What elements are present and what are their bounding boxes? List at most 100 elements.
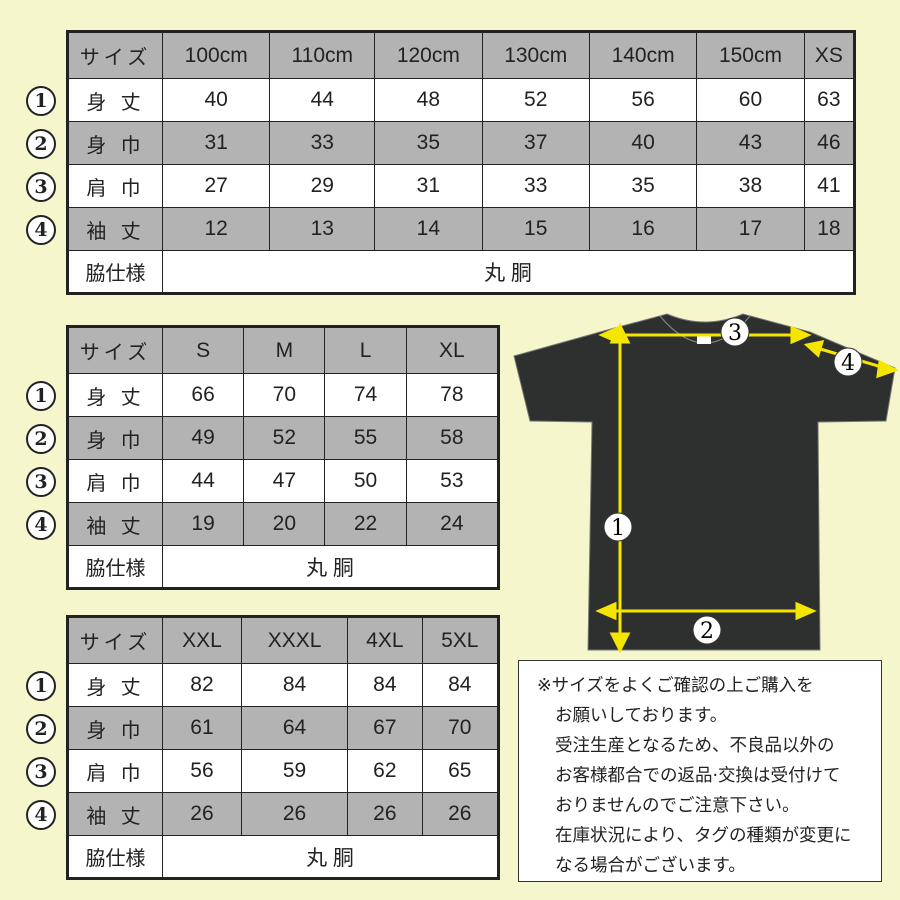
table-cell: 84	[347, 663, 423, 707]
table-cell: 24	[405, 502, 500, 546]
size-header: 140cm	[588, 31, 698, 79]
row-label: 身 巾	[67, 121, 163, 165]
row-label: 袖 丈	[67, 502, 163, 546]
notice-line: ※サイズをよくご確認の上ご購入を	[537, 676, 814, 696]
table-cell: 64	[240, 706, 349, 750]
table-cell: 70	[421, 706, 500, 750]
row-number-badge: 3	[26, 757, 56, 787]
side-row: 脇仕様丸 胴	[67, 250, 855, 294]
table-row: 肩 巾 27 29 31 33 35 38 41	[67, 164, 856, 208]
table-cell: 26	[421, 792, 500, 836]
row-label: 袖 丈	[67, 207, 163, 251]
row-number-badge: 3	[26, 172, 56, 202]
table-row: 身 丈 82 84 84 84	[67, 663, 500, 707]
table-cell: 47	[243, 459, 326, 503]
side-value: 丸 胴	[162, 250, 855, 294]
size-header: M	[243, 326, 326, 374]
table-cell: 48	[374, 78, 483, 122]
table-cell: 55	[324, 416, 407, 460]
table-cell: 50	[324, 459, 407, 503]
header-label: サイズ	[67, 31, 163, 79]
table-cell: 46	[803, 121, 856, 165]
size-header: 110cm	[269, 31, 376, 79]
size-header: 120cm	[374, 31, 483, 79]
size-header: XL	[405, 326, 500, 374]
table-cell: 20	[243, 502, 326, 546]
table-row: 身 巾 31 33 35 37 40 43 46	[67, 121, 856, 165]
table-cell: 26	[162, 792, 242, 836]
table-cell: 14	[374, 207, 483, 251]
diagram-label-3: 3	[728, 321, 742, 346]
tshirt-diagram: 1 2 3 4	[513, 313, 899, 654]
table-cell: 74	[324, 373, 407, 417]
row-label: 身 丈	[67, 373, 163, 417]
size-header: 130cm	[481, 31, 590, 79]
table-cell: 66	[161, 373, 245, 417]
notice-line: 受注生産となるため、不良品以外の	[555, 736, 835, 756]
side-row: 脇仕様丸 胴	[67, 545, 499, 589]
table-cell: 63	[803, 78, 856, 122]
size-header: XXXL	[240, 616, 349, 664]
table-cell: 52	[481, 78, 590, 122]
table-row: 袖 丈 12 13 14 15 16 17 18	[67, 207, 856, 251]
table-cell: 17	[696, 207, 805, 251]
row-number-badge: 1	[26, 381, 56, 411]
row-number-badge: 3	[26, 467, 56, 497]
table-row: 身 丈 66 70 74 78	[67, 373, 500, 417]
table-cell: 44	[161, 459, 245, 503]
row-number-badge: 4	[26, 510, 56, 540]
notice-box: ※サイズをよくご確認の上ご購入をお願いしております。受注生産となるため、不良品以…	[518, 660, 882, 882]
table-cell: 15	[481, 207, 590, 251]
size-header: XS	[803, 31, 856, 79]
row-label: 身 丈	[67, 663, 163, 707]
table-cell: 70	[243, 373, 326, 417]
table-cell: 22	[324, 502, 407, 546]
side-value: 丸 胴	[162, 545, 499, 589]
notice-line: なる場合がございます。	[555, 856, 746, 876]
table-cell: 41	[803, 164, 856, 208]
row-number-badge: 4	[26, 215, 56, 245]
notice-line: 在庫状況により、タグの種類が変更に	[555, 826, 852, 846]
notice-line: お客様都合での返品·交換は受付けて	[555, 766, 841, 786]
row-number-badge: 2	[26, 129, 56, 159]
table-cell: 43	[696, 121, 805, 165]
row-number-badge: 2	[26, 714, 56, 744]
diagram-label-1: 1	[611, 516, 625, 541]
table-cell: 61	[162, 706, 242, 750]
table-cell: 59	[240, 749, 349, 793]
row-label: 身 丈	[67, 78, 163, 122]
size-header: L	[324, 326, 407, 374]
side-label: 脇仕様	[67, 835, 163, 879]
table-row: 身 丈 40 44 48 52 56 60 63	[67, 78, 856, 122]
table-row: 袖 丈 26 26 26 26	[67, 792, 500, 836]
side-value: 丸 胴	[162, 835, 499, 879]
table-cell: 26	[240, 792, 349, 836]
table-cell: 84	[421, 663, 500, 707]
tshirt-shape	[513, 313, 896, 651]
table-cell: 56	[588, 78, 698, 122]
table-cell: 53	[405, 459, 500, 503]
header-label: サイズ	[67, 326, 163, 374]
table-cell: 40	[161, 78, 271, 122]
notice-line: お願いしております。	[555, 706, 728, 726]
table-row: 身 巾 61 64 67 70	[67, 706, 500, 750]
size-table-3: サイズ XXL XXXL 4XL 5XL 身 丈 82 84 84 84 身 巾 61 64 67 70 肩 …	[66, 615, 500, 880]
table-cell: 60	[696, 78, 805, 122]
size-header: XXL	[162, 616, 242, 664]
table-cell: 78	[405, 373, 500, 417]
table-cell: 52	[243, 416, 326, 460]
table-cell: 40	[588, 121, 698, 165]
size-header: 100cm	[161, 31, 271, 79]
table-cell: 33	[481, 164, 590, 208]
table-cell: 65	[421, 749, 500, 793]
table-cell: 19	[161, 502, 245, 546]
notice-line: おりませんのでご注意下さい。	[555, 796, 800, 816]
row-number-badge: 2	[26, 424, 56, 454]
row-number-badge: 1	[26, 671, 56, 701]
table-cell: 67	[347, 706, 423, 750]
diagram-label-4: 4	[841, 351, 855, 376]
header-row: サイズ S M L XL	[67, 326, 500, 374]
table-cell: 29	[269, 164, 376, 208]
size-header: 150cm	[696, 31, 805, 79]
table-cell: 56	[162, 749, 242, 793]
